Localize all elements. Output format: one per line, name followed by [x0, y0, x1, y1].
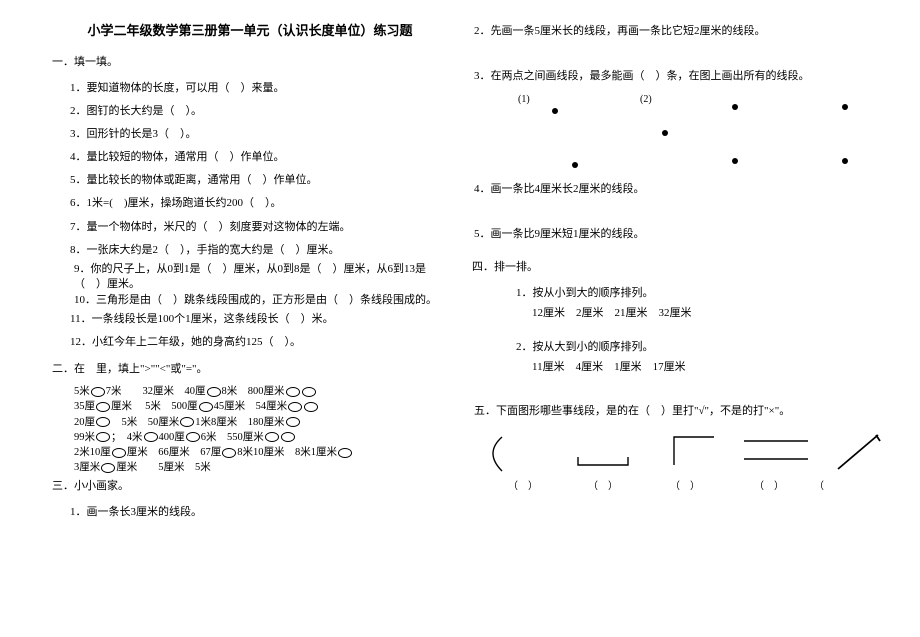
dot-label-2: (2) — [640, 94, 652, 105]
circle-icon — [286, 387, 300, 397]
circle-icon — [112, 448, 126, 458]
section-4-heading: 四．排一排。 — [472, 258, 868, 274]
dot-icon — [842, 104, 848, 110]
section-2-heading: 二．在 里，填上">""<"或"="。 — [52, 360, 448, 376]
dot-icon — [732, 104, 738, 110]
q6: 6．1米=( )厘米，操场跑道长约200（ ）。 — [52, 192, 448, 215]
cmp-5c: 8米10厘米 8米1厘米 — [237, 447, 337, 458]
cmp-1c: 8米 800厘米 — [222, 386, 285, 397]
cmp-2c: 45厘米 54厘米 — [214, 401, 288, 412]
q4: 4．量比较短的物体，通常用（ ）作单位。 — [52, 146, 448, 169]
circle-icon — [144, 432, 158, 442]
circle-icon — [338, 448, 352, 458]
circle-icon — [302, 387, 316, 397]
dot-diagram: (1) (2) — [512, 88, 868, 178]
cmp-line-4: 99米 ； 4米 400厘 6米 550厘米 — [52, 430, 448, 445]
cmp-6b: 厘米 5厘米 5米 — [116, 462, 211, 473]
cmp-6a: 3厘米 — [74, 462, 100, 473]
right-column: 2．先画一条5厘米长的线段，再画一条比它短2厘米的线段。 3．在两点之间画线段，… — [460, 20, 880, 525]
cmp-line-3: 20厘 5米 50厘米 1米8厘米 180厘米 — [52, 415, 448, 430]
cmp-line-1: 5米 7米 32厘米 40厘 8米 800厘米 — [52, 384, 448, 399]
cmp-line-5: 2米10厘 厘米 66厘米 67厘 8米10厘米 8米1厘米 — [52, 445, 448, 460]
order-v2: 11厘米 4厘米 1厘米 17厘米 — [472, 358, 868, 378]
cmp-4b: ； 4米 — [111, 432, 143, 443]
cmp-1a: 5米 — [74, 386, 90, 397]
paren-3: （ ） — [670, 477, 700, 492]
cmp-3a: 20厘 — [74, 417, 95, 428]
circle-icon — [207, 387, 221, 397]
circle-icon — [96, 402, 110, 412]
cmp-4c: 400厘 — [159, 432, 185, 443]
q3: 3．回形针的长是3（ ）。 — [52, 123, 448, 146]
order-q2: 2．按从大到小的顺序排列。 — [472, 336, 868, 358]
q7: 7．量一个物体时，米尺的（ ）刻度要对这物体的左端。 — [52, 216, 448, 239]
q5: 5．量比较长的物体或距离，通常用（ ）作单位。 — [52, 169, 448, 192]
sq5: 5．画一条比9厘米短1厘米的线段。 — [472, 223, 868, 246]
cmp-2b: 厘米 5米 500厘 — [111, 401, 198, 412]
shapes-row — [488, 429, 868, 477]
page-title: 小学二年级数学第三册第一单元（认识长度单位）练习题 — [52, 20, 448, 39]
paren-2: （ ） — [588, 477, 618, 492]
cmp-4d: 6米 550厘米 — [201, 432, 264, 443]
circle-icon — [180, 417, 194, 427]
dot-label-1: (1) — [518, 94, 530, 105]
cmp-3b: 5米 50厘米 — [111, 417, 179, 428]
cmp-1b: 7米 32厘米 40厘 — [106, 386, 206, 397]
cmp-5a: 2米10厘 — [74, 447, 111, 458]
circle-icon — [199, 402, 213, 412]
order-v1: 12厘米 2厘米 21厘米 32厘米 — [472, 304, 868, 324]
circle-icon — [91, 387, 105, 397]
section-3-heading: 三．小小画家。 — [52, 477, 448, 493]
cmp-line-2: 35厘 厘米 5米 500厘 45厘米 54厘米 — [52, 399, 448, 414]
circle-icon — [281, 432, 295, 442]
dot-icon — [732, 158, 738, 164]
circle-icon — [304, 402, 318, 412]
q12: 12．小红今年上二年级，她的身高约125（ ）。 — [52, 331, 448, 354]
dot-icon — [842, 158, 848, 164]
circle-icon — [286, 417, 300, 427]
sq1: 1．画一条长3厘米的线段。 — [52, 501, 448, 524]
section-5-heading: 五．下面图形哪些事线段，是的在（ ）里打"√"，不是的打"×"。 — [472, 400, 868, 423]
circle-icon — [96, 417, 110, 427]
paren-4: （ ） — [754, 477, 784, 492]
q1: 1．要知道物体的长度，可以用（ ）来量。 — [52, 77, 448, 100]
circle-icon — [101, 463, 115, 473]
circle-icon — [288, 402, 302, 412]
dot-icon — [572, 162, 578, 168]
cmp-line-6: 3厘米 厘米 5厘米 5米 — [52, 460, 448, 475]
order-q1: 1．按从小到大的顺序排列。 — [472, 282, 868, 304]
cmp-4a: 99米 — [74, 432, 95, 443]
cmp-5b: 厘米 66厘米 67厘 — [127, 447, 222, 458]
sq4: 4．画一条比4厘米长2厘米的线段。 — [472, 178, 868, 201]
section-1-heading: 一．填一填。 — [52, 53, 448, 69]
paren-5: （ — [814, 477, 824, 492]
q9: 9．你的尺子上，从0到1是（ ）厘米，从0到8是（ ）厘米，从6到13是（ ）厘… — [52, 262, 448, 293]
sq2: 2．先画一条5厘米长的线段，再画一条比它短2厘米的线段。 — [472, 20, 868, 43]
dot-icon — [552, 108, 558, 114]
q8: 8．一张床大约是2（ ），手指的宽大约是（ ）厘米。 — [52, 239, 448, 262]
q10: 10．三角形是由（ ）跳条线段围成的，正方形是由（ ）条线段围成的。 — [52, 293, 448, 308]
q11: 11．一条线段长是100个1厘米，这条线段长（ ）米。 — [52, 308, 448, 331]
cmp-3c: 1米8厘米 180厘米 — [195, 417, 284, 428]
circle-icon — [265, 432, 279, 442]
shapes-svg — [488, 429, 888, 477]
paren-row: （ ） （ ） （ ） （ ） （ — [488, 477, 868, 497]
cmp-2a: 35厘 — [74, 401, 95, 412]
left-column: 小学二年级数学第三册第一单元（认识长度单位）练习题 一．填一填。 1．要知道物体… — [40, 20, 460, 525]
sq3: 3．在两点之间画线段，最多能画（ ）条，在图上画出所有的线段。 — [472, 65, 868, 88]
q2: 2．图钉的长大约是（ ）。 — [52, 100, 448, 123]
dot-icon — [662, 130, 668, 136]
paren-1: （ ） — [508, 477, 538, 492]
circle-icon — [96, 432, 110, 442]
circle-icon — [222, 448, 236, 458]
circle-icon — [186, 432, 200, 442]
